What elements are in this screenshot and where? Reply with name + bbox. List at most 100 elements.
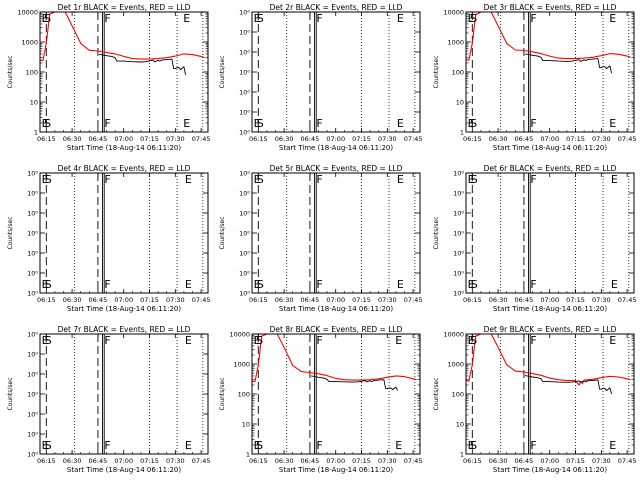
x-tick-label: 06:30 — [489, 457, 508, 465]
marker-label-top: S — [471, 173, 478, 186]
x-tick-label: 06:15 — [463, 135, 482, 143]
marker-label-top: E — [609, 334, 616, 347]
x-tick-label: 07:45 — [618, 296, 637, 304]
x-tick-label: 07:15 — [566, 135, 585, 143]
marker-label-top: E — [468, 334, 475, 347]
x-tick-label: 07:00 — [326, 135, 345, 143]
marker-label: E — [609, 439, 616, 452]
x-tick-label: 06:30 — [275, 296, 294, 304]
y-tick-label: 10⁰ — [27, 250, 38, 258]
y-axis-label: Counts/sec — [433, 55, 440, 88]
x-tick-label: 07:15 — [352, 135, 371, 143]
y-tick-label: 10⁰ — [239, 69, 250, 77]
x-tick-label: 06:15 — [249, 296, 268, 304]
y-axis-label: Counts/sec — [433, 216, 440, 249]
marker-label: F — [316, 439, 322, 452]
x-tick-label: 07:15 — [352, 296, 371, 304]
plot-frame — [39, 333, 209, 455]
panel-title: Det 9r BLACK = Events, RED = LLD — [484, 325, 617, 334]
y-tick-label: 10 — [456, 421, 464, 429]
y-tick-label: 10000 — [443, 331, 464, 339]
panel-9: Det 9r BLACK = Events, RED = LLD Counts/s… — [433, 325, 636, 474]
marker-label: F — [316, 117, 322, 130]
x-axis-label: Start Time (18-Aug-14 06:11:20) — [279, 144, 393, 152]
plot-frame — [39, 172, 209, 294]
marker-label-top: E — [42, 12, 49, 25]
marker-label: E — [254, 278, 261, 291]
x-tick-label: 07:15 — [566, 296, 585, 304]
plot-frame — [465, 333, 635, 455]
marker-label-top: E — [468, 173, 475, 186]
x-tick-label: 07:45 — [192, 296, 211, 304]
marker-label: S — [256, 439, 263, 452]
panel-4: Det 4r BLACK = Events, RED = LLD Counts/s… — [7, 164, 210, 313]
marker-label-top: F — [316, 173, 322, 186]
marker-label-top: S — [470, 12, 477, 25]
y-tick-label: 10⁰ — [453, 250, 464, 258]
marker-label-top: S — [45, 173, 52, 186]
x-tick-label: 06:45 — [89, 135, 108, 143]
marker-label-top: E — [254, 173, 261, 186]
y-tick-label: 10000 — [443, 9, 464, 17]
y-axis-label: Counts/sec — [7, 377, 14, 410]
marker-label-top: F — [316, 334, 322, 347]
marker-label: E — [254, 439, 261, 452]
x-tick-label: 07:30 — [592, 296, 611, 304]
x-tick-label: 07:00 — [540, 457, 559, 465]
panel-1: Det 1r BLACK = Events, RED = LLD Counts/s… — [7, 3, 210, 152]
y-axis-label: Counts/sec — [219, 377, 226, 410]
y-axis-label: Counts/sec — [7, 55, 14, 88]
lld-series-line — [465, 333, 631, 386]
marker-label: S — [470, 117, 477, 130]
x-tick-label: 06:45 — [515, 135, 534, 143]
events-series-line — [311, 375, 399, 391]
x-tick-label: 06:30 — [63, 296, 82, 304]
plot-frame — [465, 172, 635, 294]
marker-label-top: F — [530, 173, 536, 186]
x-tick-label: 06:30 — [489, 296, 508, 304]
marker-label: S — [470, 439, 477, 452]
x-tick-label: 07:30 — [166, 135, 185, 143]
x-tick-label: 07:00 — [114, 296, 133, 304]
y-tick-label: 1000 — [447, 361, 464, 369]
y-tick-label: 1 — [34, 129, 38, 137]
x-tick-label: 07:30 — [378, 135, 397, 143]
lld-series-line — [465, 11, 631, 61]
marker-label: E — [395, 439, 402, 452]
marker-label: F — [530, 439, 536, 452]
x-tick-label: 06:15 — [37, 296, 56, 304]
x-tick-label: 06:15 — [249, 135, 268, 143]
x-tick-label: 07:45 — [192, 457, 211, 465]
marker-label: E — [42, 278, 49, 291]
marker-label: F — [316, 278, 322, 291]
x-tick-label: 06:30 — [275, 135, 294, 143]
marker-label: F — [104, 278, 110, 291]
marker-label: E — [468, 117, 475, 130]
marker-label-top: E — [183, 12, 190, 25]
y-tick-label: 1 — [460, 129, 464, 137]
y-tick-label: 1000 — [21, 39, 38, 47]
panel-6: Det 6r BLACK = Events, RED = LLD Counts/s… — [433, 164, 636, 313]
marker-label-top: E — [397, 12, 404, 25]
panel-title: Det 2r BLACK = Events, RED = LLD — [270, 3, 403, 12]
x-tick-label: 06:45 — [301, 457, 320, 465]
x-tick-label: 07:30 — [166, 457, 185, 465]
y-tick-label: 10⁰ — [239, 109, 250, 117]
x-tick-label: 06:45 — [89, 457, 108, 465]
x-tick-label: 06:45 — [89, 296, 108, 304]
x-tick-label: 07:45 — [404, 135, 423, 143]
marker-label: S — [45, 439, 52, 452]
x-tick-label: 07:15 — [352, 457, 371, 465]
x-axis-label: Start Time (18-Aug-14 06:11:20) — [67, 305, 181, 313]
y-tick-label: 10 — [456, 99, 464, 107]
panel-8: Det 8r BLACK = Events, RED = LLD Counts/s… — [219, 325, 422, 474]
y-tick-label: 10⁰ — [27, 411, 38, 419]
y-tick-label: 10⁰ — [27, 210, 38, 218]
plot-frame — [39, 11, 209, 133]
y-tick-label: 10⁰ — [453, 230, 464, 238]
y-tick-label: 10000 — [229, 331, 250, 339]
marker-label-top: E — [395, 334, 402, 347]
events-series-line — [99, 53, 187, 75]
marker-label-top: E — [42, 173, 49, 186]
